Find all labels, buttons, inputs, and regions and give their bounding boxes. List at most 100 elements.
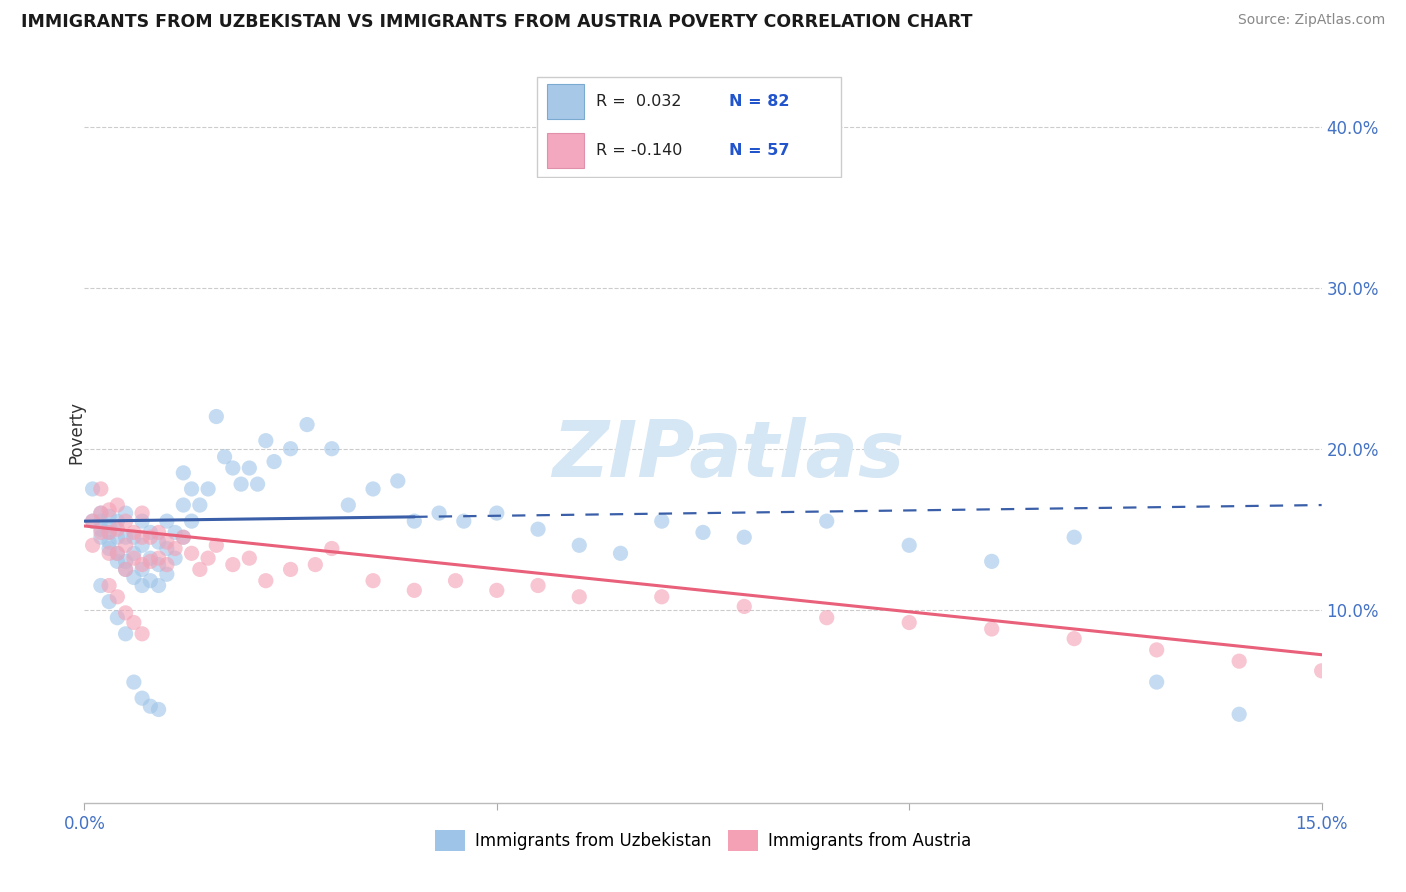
- FancyBboxPatch shape: [537, 77, 841, 178]
- Point: [980, 622, 1002, 636]
- Point: [427, 506, 450, 520]
- Text: N = 57: N = 57: [730, 144, 790, 158]
- Point: [1063, 530, 1085, 544]
- Point: [114, 530, 136, 544]
- Point: [238, 461, 260, 475]
- Point: [1227, 707, 1250, 722]
- Point: [527, 578, 550, 592]
- Point: [98, 525, 121, 540]
- FancyBboxPatch shape: [547, 133, 583, 168]
- Point: [180, 546, 202, 560]
- Point: [1063, 632, 1085, 646]
- FancyBboxPatch shape: [547, 84, 583, 119]
- Point: [568, 590, 591, 604]
- Point: [304, 558, 326, 572]
- Point: [82, 482, 104, 496]
- Point: [222, 461, 245, 475]
- Point: [148, 525, 170, 540]
- Point: [90, 525, 112, 540]
- Point: [692, 525, 714, 540]
- Point: [263, 454, 285, 468]
- Point: [122, 615, 145, 630]
- Point: [105, 514, 128, 528]
- Point: [156, 558, 179, 572]
- Point: [114, 562, 136, 576]
- Point: [105, 546, 128, 560]
- Point: [444, 574, 467, 588]
- Point: [156, 567, 179, 582]
- Point: [197, 482, 219, 496]
- Text: R = -0.140: R = -0.140: [596, 144, 682, 158]
- Point: [131, 514, 153, 528]
- Point: [105, 522, 128, 536]
- Point: [131, 578, 153, 592]
- Point: [321, 541, 343, 556]
- Point: [387, 474, 409, 488]
- Point: [114, 506, 136, 520]
- Point: [254, 574, 277, 588]
- Point: [156, 535, 179, 549]
- Point: [229, 477, 252, 491]
- Point: [122, 551, 145, 566]
- Point: [172, 466, 194, 480]
- Text: ZIPatlas: ZIPatlas: [551, 417, 904, 493]
- Point: [148, 535, 170, 549]
- Point: [98, 546, 121, 560]
- Point: [165, 525, 187, 540]
- Point: [172, 530, 194, 544]
- Point: [131, 558, 153, 572]
- Point: [295, 417, 318, 432]
- Point: [148, 558, 170, 572]
- Point: [214, 450, 236, 464]
- Point: [98, 578, 121, 592]
- Point: [139, 530, 162, 544]
- Text: N = 82: N = 82: [730, 94, 790, 109]
- Point: [82, 538, 104, 552]
- Point: [90, 530, 112, 544]
- Point: [188, 562, 211, 576]
- Point: [105, 610, 128, 624]
- Point: [1146, 643, 1168, 657]
- Point: [148, 578, 170, 592]
- Point: [404, 583, 426, 598]
- Point: [105, 554, 128, 568]
- Point: [131, 562, 153, 576]
- Point: [453, 514, 475, 528]
- Point: [98, 519, 121, 533]
- Point: [105, 546, 128, 560]
- Point: [131, 530, 153, 544]
- Y-axis label: Poverty: Poverty: [67, 401, 84, 464]
- Point: [238, 551, 260, 566]
- Point: [114, 627, 136, 641]
- Point: [609, 546, 631, 560]
- Point: [90, 506, 112, 520]
- Text: Source: ZipAtlas.com: Source: ZipAtlas.com: [1237, 13, 1385, 28]
- Point: [139, 699, 162, 714]
- Point: [197, 551, 219, 566]
- Point: [114, 514, 136, 528]
- Point: [361, 574, 384, 588]
- Point: [485, 506, 508, 520]
- Point: [114, 562, 136, 576]
- Point: [98, 541, 121, 556]
- Point: [527, 522, 550, 536]
- Point: [980, 554, 1002, 568]
- Point: [82, 514, 104, 528]
- Point: [337, 498, 360, 512]
- Point: [98, 525, 121, 540]
- Point: [172, 530, 194, 544]
- Point: [131, 691, 153, 706]
- Legend: Immigrants from Uzbekistan, Immigrants from Austria: Immigrants from Uzbekistan, Immigrants f…: [427, 823, 979, 857]
- Point: [148, 551, 170, 566]
- Point: [90, 514, 112, 528]
- Point: [165, 541, 187, 556]
- Point: [651, 590, 673, 604]
- Point: [105, 498, 128, 512]
- Point: [361, 482, 384, 496]
- Point: [114, 606, 136, 620]
- Point: [485, 583, 508, 598]
- Point: [1146, 675, 1168, 690]
- Point: [90, 506, 112, 520]
- Point: [280, 442, 302, 456]
- Point: [898, 615, 921, 630]
